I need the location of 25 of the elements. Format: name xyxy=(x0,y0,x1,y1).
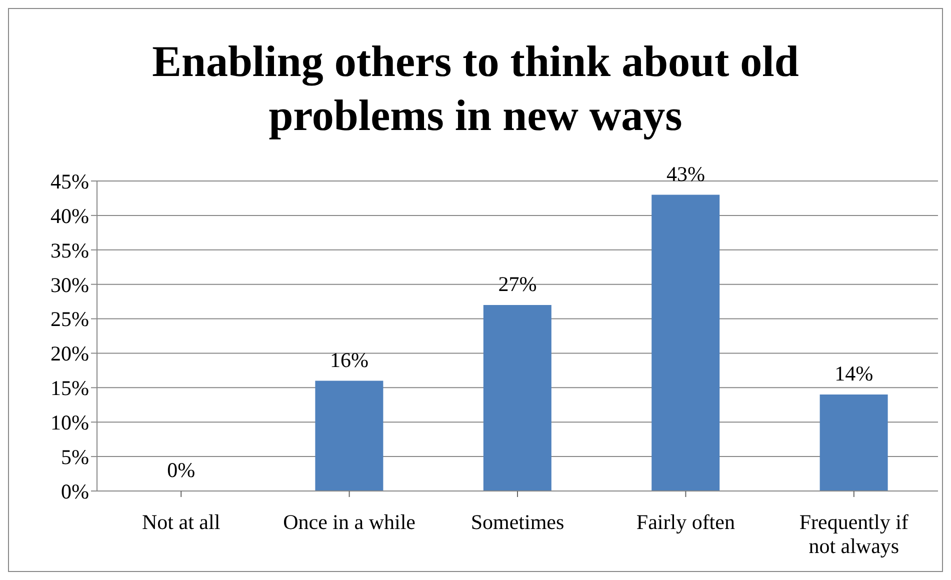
y-tick-label: 45% xyxy=(50,169,89,194)
x-tick-label: Frequently if not always xyxy=(799,510,908,558)
data-label: 27% xyxy=(498,272,537,296)
bar xyxy=(820,394,888,491)
data-label: 43% xyxy=(666,162,705,186)
y-tick-label: 15% xyxy=(50,376,89,400)
x-tick-label: Not at all xyxy=(142,510,220,534)
y-tick-label: 10% xyxy=(50,410,89,435)
data-label: 16% xyxy=(330,348,369,372)
bar xyxy=(315,380,384,491)
y-tick-label: 30% xyxy=(50,272,89,297)
x-tick-label: Fairly often xyxy=(636,510,736,534)
bar xyxy=(652,194,720,491)
y-tick-label: 35% xyxy=(50,238,89,262)
data-label: 14% xyxy=(834,362,874,386)
bar xyxy=(483,305,552,491)
x-tick-label: Sometimes xyxy=(470,510,564,534)
y-tick-label: 25% xyxy=(50,307,89,332)
y-tick-label: 0% xyxy=(61,479,89,504)
x-tick-label: Once in a while xyxy=(283,510,416,534)
data-label: 0% xyxy=(167,458,196,482)
y-tick-label: 5% xyxy=(61,445,89,470)
y-tick-label: 40% xyxy=(50,204,89,228)
y-tick-label: 20% xyxy=(50,342,89,366)
chart-title: Enabling others to think about old problems in new ways xyxy=(151,36,800,142)
